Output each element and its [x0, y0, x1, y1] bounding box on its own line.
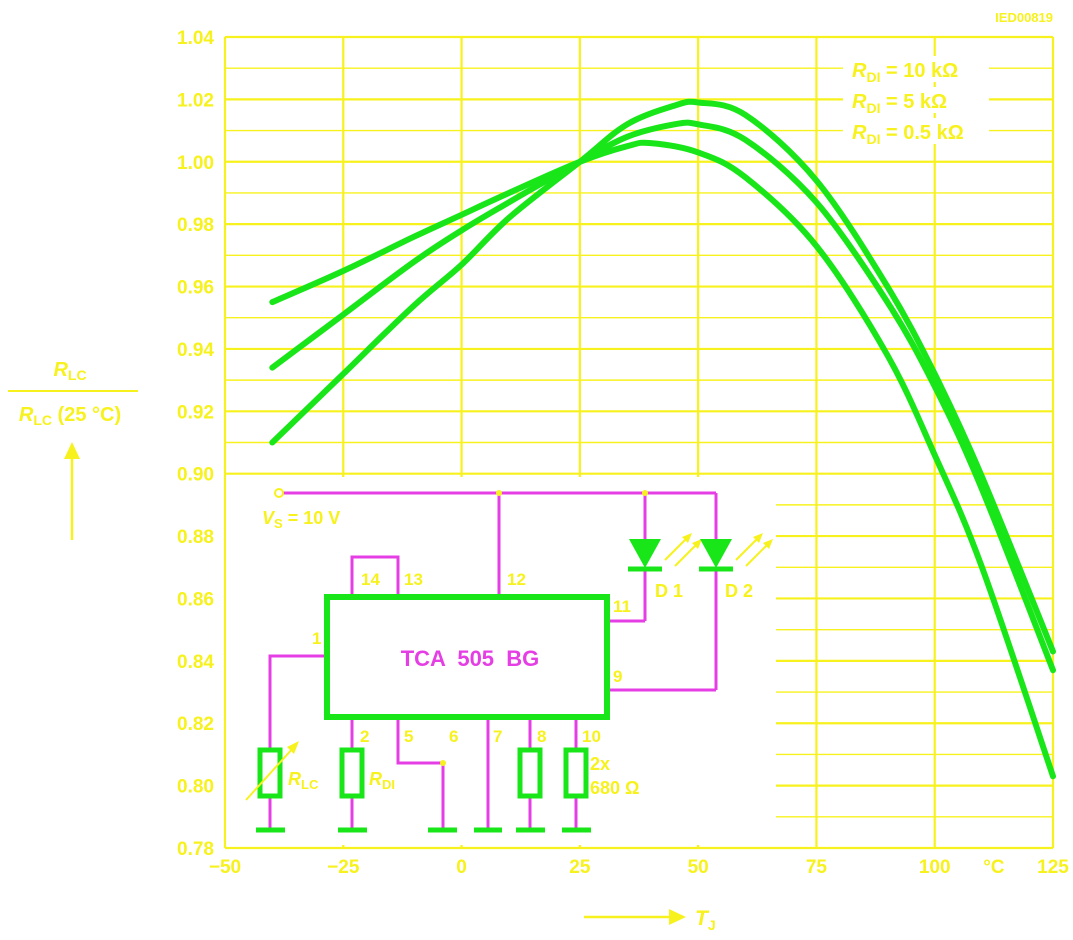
y-tick-label: 0.90: [177, 465, 214, 486]
x-tick-label: −25: [327, 857, 360, 878]
svg-text:RLC: RLC: [53, 359, 86, 383]
x-tick-label: 0: [456, 857, 467, 878]
resistor-value-label: 680 Ω: [590, 778, 639, 798]
x-unit-label: °C: [983, 857, 1005, 878]
y-tick-label: 0.92: [177, 402, 214, 423]
ic-chip-label: TCA 505 BG: [401, 646, 540, 671]
x-tick-label: −50: [209, 857, 241, 878]
y-tick-label: 0.98: [177, 215, 214, 236]
legend-entry-1: RDI = 10 kΩ: [852, 60, 958, 85]
resistor-count-label: 2x: [590, 754, 610, 774]
x-tick-label: 25: [569, 857, 591, 878]
pin-7: 7: [493, 727, 502, 746]
legend: RDI = 10 kΩ RDI = 5 kΩ RDI = 0.5 kΩ: [843, 56, 989, 147]
legend-bg: [843, 87, 989, 113]
pin-10: 10: [582, 727, 601, 746]
y-tick-label: 1.00: [177, 153, 214, 174]
led1-label: D 1: [655, 581, 683, 601]
y-tick-label: 1.04: [177, 28, 214, 49]
x-axis-label: TJ: [584, 907, 716, 933]
y-tick-label: 0.80: [177, 777, 214, 798]
x-tick-label: 125: [1037, 857, 1069, 878]
led-d2: [699, 533, 773, 572]
pin-11: 11: [613, 597, 631, 616]
pin-2: 2: [360, 727, 369, 746]
pin-5: 5: [404, 727, 413, 746]
y-label-denominator: RLC (25 °C): [19, 404, 121, 428]
x-tick-label: 100: [919, 857, 951, 878]
supply-label: VS = 10 V: [262, 508, 340, 531]
x-tick-label: 50: [688, 857, 709, 878]
resistor-680-b: [563, 747, 589, 799]
pin-8: 8: [537, 727, 546, 746]
rdi-label: RDI: [369, 769, 395, 792]
supply-terminal: [274, 488, 284, 498]
pin-1: 1: [312, 629, 321, 648]
rlc-label: RLC: [288, 769, 319, 792]
series-curves: [269, 98, 1056, 780]
series-line-2: [269, 119, 1056, 674]
y-tick-label: 0.88: [177, 527, 214, 548]
y-label-num-symbol: R: [53, 359, 68, 381]
y-tick-label: 0.96: [177, 278, 214, 299]
legend-entry-3: RDI = 0.5 kΩ: [852, 122, 964, 147]
pin-12: 12: [507, 570, 526, 589]
tick-labels: 0.78 0.80 0.82 0.84 0.86 0.88 0.90 0.92 0.94 0.96…: [177, 28, 1069, 878]
led-d1: [628, 533, 702, 572]
pin-13: 13: [404, 570, 423, 589]
figure-id: IED00819: [995, 10, 1053, 25]
led2-label: D 2: [725, 581, 753, 601]
pin-6: 6: [449, 727, 458, 746]
y-tick-label: 0.78: [177, 839, 214, 860]
series-line-3: [269, 139, 1056, 780]
circuit-diagram: TCA 505 BG: [245, 488, 773, 833]
rdi-resistor: [339, 747, 365, 799]
svg-text:TJ: TJ: [695, 907, 716, 933]
resistor-680-a: [517, 747, 543, 799]
y-tick-label: 1.02: [177, 90, 214, 111]
y-tick-label: 0.82: [177, 714, 214, 735]
y-tick-label: 0.86: [177, 589, 214, 610]
y-tick-label: 0.84: [177, 652, 214, 673]
pin-14: 14: [361, 570, 380, 589]
legend-bg: [843, 56, 989, 82]
legend-entry-2: RDI = 5 kΩ: [852, 91, 947, 116]
y-tick-label: 0.94: [177, 340, 214, 361]
y-axis-label: RLC RLC (25 °C): [8, 359, 138, 540]
pin-9: 9: [613, 667, 622, 686]
x-tick-label: 75: [806, 857, 828, 878]
series-line-1: [269, 98, 1056, 655]
legend-bg: [843, 118, 989, 144]
y-label-num-sub: LC: [68, 367, 87, 383]
ic-chip: [324, 594, 610, 720]
